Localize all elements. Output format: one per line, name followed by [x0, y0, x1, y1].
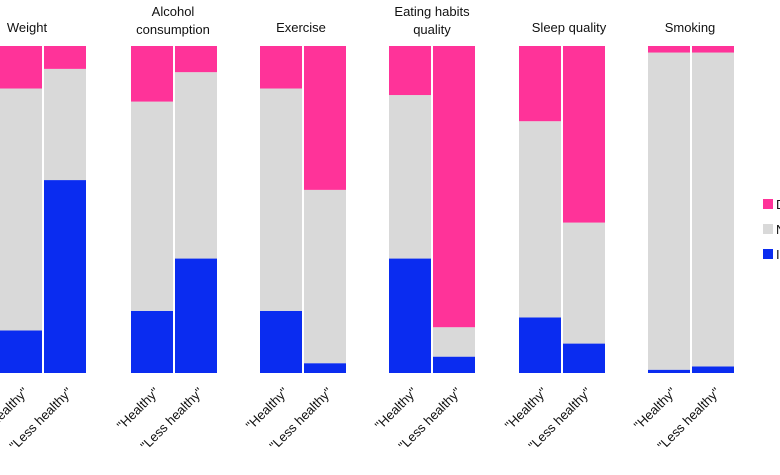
- bar-segment-D: [692, 46, 734, 53]
- bar-segment-N: [692, 52, 734, 367]
- bar-segment-I: [0, 330, 42, 373]
- panel-title: Exercise: [276, 20, 326, 35]
- legend-swatch: [763, 199, 773, 209]
- panel-title: quality: [413, 22, 451, 37]
- bar-segment-N: [175, 72, 217, 259]
- bar-segment-I: [175, 258, 217, 373]
- bar-segment-N: [563, 222, 605, 344]
- bar-segment-D: [0, 46, 42, 89]
- bar-segment-N: [519, 121, 561, 318]
- bar-segment-I: [648, 369, 690, 373]
- bar-segment-N: [260, 88, 302, 311]
- bar-segment-N: [0, 88, 42, 331]
- bar-segment-N: [131, 101, 173, 311]
- bar-segment-D: [260, 46, 302, 89]
- bar-segment-N: [389, 95, 431, 259]
- panel-title: Eating habits: [394, 4, 470, 19]
- bar-segment-I: [563, 343, 605, 373]
- legend-label: I: [776, 247, 780, 262]
- bar-segment-N: [433, 327, 475, 357]
- bar-segment-D: [433, 46, 475, 328]
- bar-segment-I: [260, 310, 302, 373]
- panel-title: consumption: [136, 22, 210, 37]
- bar-segment-D: [304, 46, 346, 190]
- legend-swatch: [763, 249, 773, 259]
- bar-segment-I: [304, 363, 346, 373]
- bar-segment-D: [131, 46, 173, 102]
- panel-title: Alcohol: [152, 4, 195, 19]
- panel-title: Sleep quality: [532, 20, 607, 35]
- bar-segment-I: [131, 310, 173, 373]
- bar-segment-N: [304, 189, 346, 364]
- panel-title: Weight: [7, 20, 48, 35]
- bar-segment-D: [519, 46, 561, 122]
- bar-segment-N: [648, 52, 690, 370]
- bar-segment-I: [389, 258, 431, 373]
- bar-segment-D: [648, 46, 690, 53]
- legend-label: D: [776, 197, 780, 212]
- panel-title: Smoking: [665, 20, 716, 35]
- bar-segment-I: [433, 356, 475, 373]
- legend-label: N: [776, 222, 780, 237]
- bar-segment-D: [389, 46, 431, 96]
- bar-segment-D: [563, 46, 605, 223]
- legend-swatch: [763, 224, 773, 234]
- bar-segment-N: [44, 68, 86, 181]
- bar-segment-I: [519, 317, 561, 373]
- bar-segment-D: [175, 46, 217, 73]
- bar-segment-I: [692, 366, 734, 373]
- bar-segment-I: [44, 180, 86, 373]
- bar-segment-D: [44, 46, 86, 69]
